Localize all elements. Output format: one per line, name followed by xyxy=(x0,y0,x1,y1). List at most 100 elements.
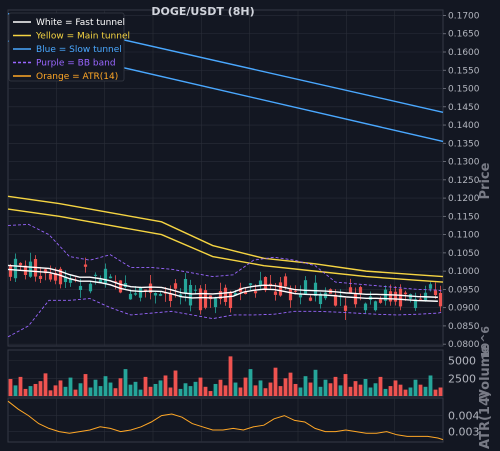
candle-body xyxy=(228,292,233,309)
volume-bar xyxy=(153,383,158,396)
volume-bar xyxy=(268,382,273,396)
volume-tick-label: 2500 xyxy=(448,372,476,385)
candle-body xyxy=(313,282,318,296)
volume-bar xyxy=(238,387,243,396)
atr-panel xyxy=(7,397,444,443)
purple-bb-band-lower-line xyxy=(7,298,444,338)
volume-bar xyxy=(383,388,388,396)
candle-body xyxy=(158,294,163,296)
candle-body xyxy=(363,303,368,311)
volume-bar xyxy=(243,377,248,396)
candle-body xyxy=(108,276,113,279)
candle-body xyxy=(298,293,303,298)
candle-body xyxy=(378,299,383,303)
volume-bar xyxy=(138,389,143,396)
volume-bar xyxy=(133,381,138,396)
volume-bar xyxy=(263,388,268,396)
legend-entry: Yellow = Main tunnel xyxy=(35,32,130,42)
price-tick-label: 0.0850 xyxy=(448,322,480,332)
candle-body xyxy=(8,266,13,277)
candle-body xyxy=(83,264,88,267)
candle-body xyxy=(128,293,133,300)
candle-body xyxy=(183,278,188,294)
volume-bar xyxy=(78,383,83,396)
candle-body xyxy=(418,298,423,300)
volume-bar xyxy=(308,382,313,396)
volume-bar xyxy=(193,381,198,396)
volume-bar xyxy=(233,382,238,396)
legend-box xyxy=(8,12,125,82)
candle-body xyxy=(168,293,173,302)
volume-bar xyxy=(273,367,278,396)
candle-body xyxy=(193,289,198,291)
volume-bar xyxy=(103,376,108,396)
price-tick-label: 0.0900 xyxy=(448,304,480,314)
volume-bar xyxy=(168,387,173,396)
candle-body xyxy=(63,276,68,283)
candle-body xyxy=(343,305,348,311)
candle-body xyxy=(358,287,363,295)
volume-bar xyxy=(293,383,298,396)
volume-bar xyxy=(393,380,398,396)
volume-bar xyxy=(353,381,358,396)
volume-bar xyxy=(198,377,203,396)
volume-bar xyxy=(228,356,233,396)
atr-tick-label: 0.003 xyxy=(448,426,480,439)
volume-bar xyxy=(278,386,283,396)
candle-body xyxy=(288,289,293,301)
volume-bar xyxy=(123,369,128,396)
volume-bar xyxy=(368,387,373,396)
price-tick-label: 0.0800 xyxy=(448,340,480,350)
volume-bar xyxy=(388,386,393,396)
volume-bar xyxy=(73,389,78,396)
candle-body xyxy=(283,276,288,287)
volume-bar xyxy=(298,387,303,396)
candle-body xyxy=(393,291,398,302)
candle-body xyxy=(28,261,33,277)
volume-bar xyxy=(438,387,443,396)
price-tick-label: 0.1050 xyxy=(448,249,480,259)
volume-bar xyxy=(48,390,53,396)
price-tick-label: 0.1450 xyxy=(448,103,480,113)
candle-body xyxy=(218,291,223,299)
candle-body xyxy=(118,280,123,293)
price-tick-label: 0.1100 xyxy=(448,231,480,241)
volume-bar xyxy=(378,376,383,396)
candle-body xyxy=(253,291,258,294)
candle-body xyxy=(188,285,193,306)
candle-body xyxy=(198,288,203,311)
volume-bar xyxy=(348,386,353,396)
candle-body xyxy=(68,278,73,283)
volume-bar xyxy=(158,380,163,396)
candle-body xyxy=(38,275,43,279)
price-tick-label: 0.1400 xyxy=(448,121,480,131)
volume-bar xyxy=(333,376,338,396)
price-tick-label: 0.1500 xyxy=(448,85,480,95)
volume-bar xyxy=(218,379,223,396)
volume-bar xyxy=(58,380,63,396)
volume-bar xyxy=(423,386,428,396)
candle-body xyxy=(273,291,278,295)
candle-body xyxy=(58,268,63,285)
atr-axis-label: ATR(14) xyxy=(478,391,493,449)
candle-body xyxy=(133,293,138,295)
candle-body xyxy=(433,290,438,296)
volume-bar xyxy=(258,380,263,396)
volume-tick-label: 5000 xyxy=(448,355,476,368)
volume-bar xyxy=(183,383,188,396)
volume-bar xyxy=(108,382,113,396)
volume-bar xyxy=(43,373,48,396)
volume-bar xyxy=(93,379,98,396)
price-tick-label: 0.1550 xyxy=(448,66,480,76)
fast-tunnel-lower-line xyxy=(7,268,438,302)
volume-bar xyxy=(208,391,213,396)
candle-body xyxy=(138,287,143,298)
candle-body xyxy=(293,290,298,292)
volume-axis-label: Volume xyxy=(478,345,493,400)
price-tick-label: 0.0950 xyxy=(448,285,480,295)
volume-bar xyxy=(38,381,43,396)
volume-bar xyxy=(13,385,18,396)
volume-bar xyxy=(413,379,418,396)
volume-bar xyxy=(223,385,228,396)
